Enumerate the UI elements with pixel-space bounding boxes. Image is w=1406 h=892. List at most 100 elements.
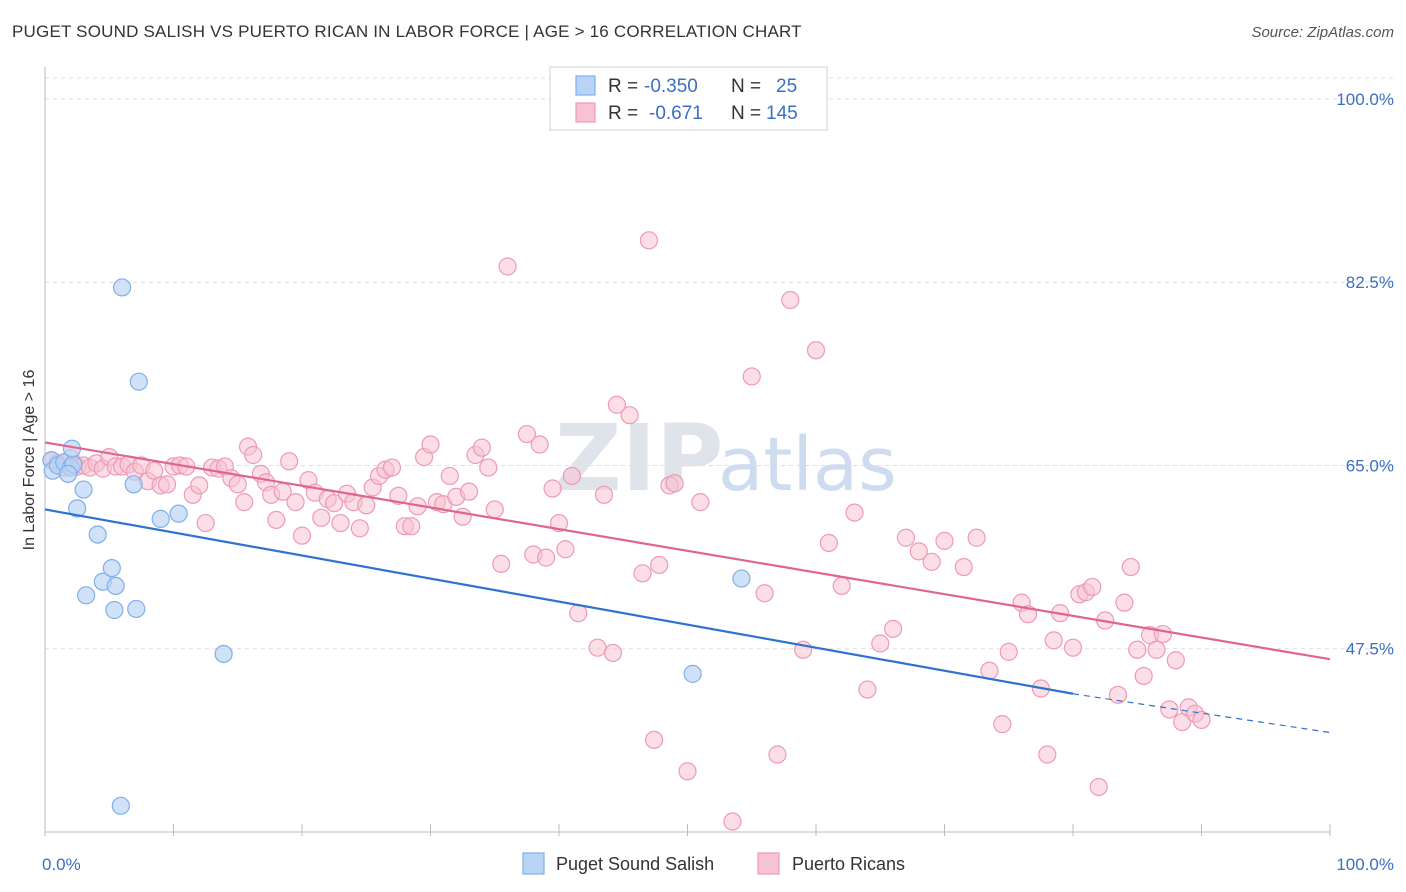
data-point-puget-sound-salish: [68, 499, 87, 518]
series-puget-sound-salish: [42, 278, 751, 815]
data-point-puerto-ricans: [588, 638, 607, 657]
data-point-puget-sound-salish: [129, 372, 148, 391]
data-point-puerto-ricans: [1192, 710, 1211, 730]
data-point-puerto-ricans: [1044, 631, 1063, 650]
bottom-legend-label-blue: Puget Sound Salish: [556, 854, 714, 874]
watermark-zip: ZIP: [555, 405, 723, 512]
series-puerto-ricans: [42, 231, 1211, 831]
data-point-puerto-ricans: [1063, 638, 1083, 657]
data-point-puerto-ricans: [896, 528, 916, 547]
data-point-puerto-ricans: [832, 576, 851, 596]
data-point-puerto-ricans: [280, 452, 299, 471]
data-point-puerto-ricans: [292, 526, 312, 545]
legend-r-label-2: R =: [608, 103, 638, 124]
data-point-puerto-ricans: [845, 503, 864, 522]
data-point-puerto-ricans: [1134, 666, 1153, 686]
bottom-legend-swatch-pink: [757, 852, 780, 875]
data-point-puerto-ricans: [331, 513, 350, 533]
legend-n-label: N =: [731, 76, 761, 97]
watermark: ZIP atlas: [555, 405, 897, 512]
data-point-puerto-ricans: [485, 500, 504, 519]
data-point-puget-sound-salish: [683, 664, 702, 683]
data-point-puerto-ricans: [286, 493, 305, 512]
data-point-puerto-ricans: [1108, 685, 1128, 704]
data-point-puerto-ricans: [389, 486, 408, 505]
legend-n-value-pink: 145: [766, 103, 798, 124]
data-point-puerto-ricans: [537, 548, 556, 567]
x-tick-label: 0.0%: [42, 855, 81, 874]
data-point-puerto-ricans: [620, 406, 639, 425]
data-point-puerto-ricans: [819, 533, 838, 553]
data-point-puerto-ricans: [967, 528, 986, 547]
legend-n-label-2: N =: [731, 103, 761, 124]
data-point-puerto-ricans: [492, 554, 511, 574]
legend-n-value-blue: 25: [776, 76, 797, 97]
data-point-puerto-ricans: [157, 475, 177, 494]
data-point-puerto-ricans: [1166, 651, 1185, 670]
data-point-puerto-ricans: [1038, 745, 1057, 764]
data-point-puerto-ricans: [665, 474, 684, 493]
bottom-legend-swatch-blue: [522, 852, 545, 875]
data-point-puerto-ricans: [244, 445, 263, 465]
data-point-puerto-ricans: [530, 435, 549, 454]
y-tick-label: 65.0%: [1346, 456, 1394, 475]
data-point-puerto-ricans: [607, 395, 626, 414]
data-point-puerto-ricans: [650, 555, 669, 575]
data-point-puerto-ricans: [235, 493, 254, 512]
data-point-puerto-ricans: [935, 531, 954, 550]
data-point-puerto-ricans: [1121, 557, 1140, 577]
data-point-puerto-ricans: [350, 519, 369, 538]
data-point-puget-sound-salish: [59, 464, 78, 483]
data-point-puerto-ricans: [755, 584, 774, 603]
trend-line-puerto-ricans: [44, 441, 1331, 661]
x-tick-label: 100.0%: [1336, 855, 1394, 874]
data-point-puerto-ricans: [382, 458, 402, 477]
data-point-puget-sound-salish: [102, 558, 121, 578]
data-point-puerto-ricans: [1160, 700, 1179, 719]
legend-r-label: R =: [608, 76, 638, 97]
data-point-puerto-ricans: [196, 513, 215, 533]
data-point-puerto-ricans: [742, 367, 761, 386]
data-point-puerto-ricans: [644, 730, 664, 749]
trend-lines: [44, 441, 1331, 734]
bottom-legend: Puget Sound Salish Puerto Ricans: [522, 852, 905, 875]
data-point-puerto-ricans: [858, 680, 877, 699]
data-point-puerto-ricans: [806, 341, 826, 360]
data-point-puget-sound-salish: [214, 644, 233, 664]
data-point-puerto-ricans: [1089, 777, 1108, 797]
trend-line-puget-sound-salish: [44, 508, 1074, 695]
legend-swatch-pink: [575, 102, 596, 123]
data-point-puerto-ricans: [954, 557, 973, 577]
data-point-puget-sound-salish: [105, 600, 124, 620]
data-point-puget-sound-salish: [127, 599, 146, 619]
data-point-puerto-ricans: [1147, 640, 1166, 659]
legend-swatch-blue: [575, 75, 596, 96]
data-point-puerto-ricans: [633, 564, 652, 583]
legend: R = -0.350 N = 25 R = -0.671 N = 145: [549, 66, 828, 131]
data-point-puerto-ricans: [1115, 593, 1134, 612]
data-point-puerto-ricans: [691, 493, 710, 512]
data-point-puget-sound-salish: [77, 586, 96, 605]
data-point-puerto-ricans: [603, 643, 623, 663]
tick-labels: 47.5% 65.0% 82.5% 100.0% 0.0% 100.0%: [42, 90, 1394, 874]
data-point-puerto-ricans: [768, 745, 787, 764]
data-point-puerto-ricans: [440, 466, 459, 486]
axes: [44, 67, 1331, 836]
data-point-puerto-ricans: [517, 424, 536, 444]
data-point-puerto-ricans: [562, 466, 581, 486]
y-tick-label: 100.0%: [1336, 90, 1394, 109]
data-point-puerto-ricans: [556, 540, 575, 559]
data-point-puerto-ricans: [472, 438, 491, 457]
data-point-puerto-ricans: [781, 290, 800, 310]
legend-r-value-pink: -0.671: [649, 103, 703, 124]
data-point-puerto-ricans: [678, 762, 697, 781]
data-point-puerto-ricans: [357, 496, 376, 515]
data-point-puget-sound-salish: [112, 278, 132, 297]
data-point-puerto-ricans: [228, 475, 247, 494]
data-point-puget-sound-salish: [151, 509, 170, 528]
data-point-puerto-ricans: [639, 231, 659, 250]
data-point-puerto-ricans: [993, 715, 1012, 734]
data-point-puerto-ricans: [871, 634, 890, 653]
y-tick-label: 82.5%: [1346, 273, 1394, 292]
